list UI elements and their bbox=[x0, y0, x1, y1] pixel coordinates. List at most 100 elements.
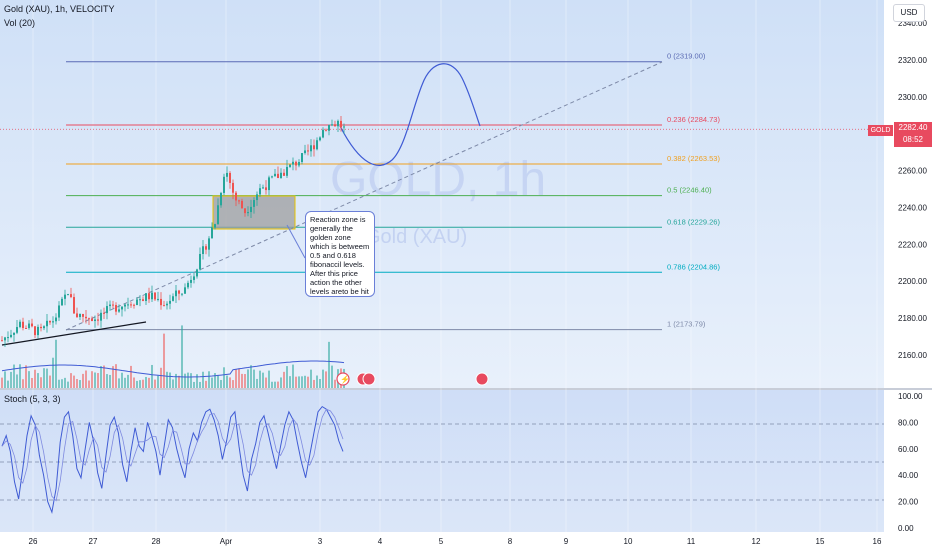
candle-body bbox=[136, 299, 138, 305]
candle-body bbox=[181, 293, 183, 295]
time-tick-label: 8 bbox=[508, 537, 513, 546]
volume-bar bbox=[301, 376, 303, 388]
volume-bar bbox=[328, 341, 330, 388]
candle-body bbox=[301, 153, 303, 162]
volume-bar bbox=[157, 375, 159, 388]
volume-bar bbox=[73, 375, 75, 388]
candle-body bbox=[4, 337, 6, 341]
volume-bar bbox=[211, 377, 213, 388]
support-trendline[interactable] bbox=[1, 321, 147, 346]
volume-bar bbox=[139, 380, 141, 388]
volume-bar bbox=[322, 369, 324, 388]
volume-indicator-label[interactable]: Vol (20) bbox=[4, 18, 36, 28]
last-price-tag: 2282.40 08:52 bbox=[894, 122, 932, 147]
candle-body bbox=[58, 305, 60, 318]
candle-body bbox=[13, 332, 15, 335]
volume-bar bbox=[289, 376, 291, 388]
volume-bar bbox=[25, 365, 27, 388]
candle-body bbox=[67, 294, 69, 296]
volume-bar bbox=[85, 370, 87, 388]
currency-button[interactable]: USD bbox=[893, 4, 925, 22]
volume-bar bbox=[7, 380, 9, 388]
annotation-callout[interactable]: Reaction zone is generally the golden zo… bbox=[305, 211, 375, 297]
candle-body bbox=[247, 212, 249, 214]
candle-body bbox=[340, 120, 342, 128]
candle-body bbox=[217, 205, 219, 225]
candle-body bbox=[280, 172, 282, 178]
us-flag-icon-3[interactable] bbox=[475, 372, 489, 386]
candle-body bbox=[337, 120, 339, 127]
candle-body bbox=[142, 299, 144, 301]
volume-bar bbox=[172, 379, 174, 388]
volume-bar bbox=[28, 371, 30, 388]
candle-body bbox=[214, 224, 216, 228]
candle-body bbox=[319, 137, 321, 141]
fib-level-label: 0.786 (2204.86) bbox=[667, 262, 720, 271]
candle-body bbox=[283, 172, 285, 176]
stoch-indicator-label[interactable]: Stoch (5, 3, 3) bbox=[4, 394, 61, 404]
volume-bar bbox=[331, 365, 333, 388]
time-tick-label: 26 bbox=[29, 537, 38, 546]
candle-body bbox=[40, 326, 42, 329]
candle-body bbox=[205, 246, 207, 250]
lightning-icon[interactable] bbox=[336, 372, 350, 386]
volume-bar bbox=[283, 371, 285, 388]
candle-body bbox=[52, 321, 54, 323]
volume-bar bbox=[145, 376, 147, 388]
volume-bar bbox=[232, 380, 234, 388]
candle-body bbox=[49, 320, 51, 323]
volume-bar bbox=[298, 376, 300, 388]
candle-body bbox=[61, 298, 63, 306]
candle-body bbox=[238, 200, 240, 202]
volume-bar bbox=[82, 373, 84, 388]
volume-bar bbox=[94, 372, 96, 388]
volume-bar bbox=[238, 368, 240, 388]
volume-bar bbox=[178, 375, 180, 388]
symbol-title[interactable]: Gold (XAU), 1h, VELOCITY bbox=[4, 4, 115, 14]
fib-trend-line[interactable] bbox=[65, 61, 663, 331]
price-tick-label: 2220.00 bbox=[898, 240, 927, 249]
candle-body bbox=[118, 309, 120, 312]
volume-bar bbox=[220, 379, 222, 388]
candle-body bbox=[43, 326, 45, 329]
volume-bar bbox=[4, 371, 6, 388]
time-tick-label: 16 bbox=[873, 537, 882, 546]
fib-level-label: 0.236 (2284.73) bbox=[667, 115, 720, 124]
volume-bar bbox=[253, 369, 255, 388]
volume-bar bbox=[193, 381, 195, 388]
volume-bar bbox=[202, 371, 204, 388]
candle-body bbox=[286, 166, 288, 176]
volume-bar bbox=[262, 372, 264, 388]
volume-bar bbox=[196, 374, 198, 388]
candle-body bbox=[178, 290, 180, 294]
candle-body bbox=[7, 337, 9, 339]
fib-level-label: 0.618 (2229.26) bbox=[667, 217, 720, 226]
volume-bar bbox=[124, 377, 126, 388]
time-tick-label: 4 bbox=[378, 537, 383, 546]
us-flag-icon-2[interactable] bbox=[362, 372, 376, 386]
time-tick-label: 5 bbox=[439, 537, 444, 546]
candle-body bbox=[106, 306, 108, 314]
volume-bar bbox=[109, 374, 111, 388]
volume-bar bbox=[79, 380, 81, 388]
candle-body bbox=[274, 173, 276, 177]
candle-body bbox=[46, 320, 48, 327]
volume-bar bbox=[190, 373, 192, 388]
watermark-symbol: GOLD, 1h bbox=[330, 153, 546, 206]
price-tick-label: 2240.00 bbox=[898, 203, 927, 212]
projection-path[interactable] bbox=[339, 63, 481, 166]
volume-bar bbox=[1, 377, 3, 388]
candle-body bbox=[25, 327, 27, 329]
volume-bar bbox=[265, 377, 267, 388]
candle-body bbox=[220, 192, 222, 206]
volume-bar bbox=[205, 380, 207, 388]
candle-body bbox=[124, 304, 126, 307]
volume-bar bbox=[34, 369, 36, 388]
volume-bar bbox=[121, 372, 123, 388]
price-tick-label: 2320.00 bbox=[898, 56, 927, 65]
candle-body bbox=[271, 176, 273, 178]
stoch-tick-label: 80.00 bbox=[898, 418, 919, 427]
event-icons[interactable]: ⚡ bbox=[336, 372, 489, 386]
candle-body bbox=[82, 313, 84, 317]
volume-bar bbox=[70, 373, 72, 388]
